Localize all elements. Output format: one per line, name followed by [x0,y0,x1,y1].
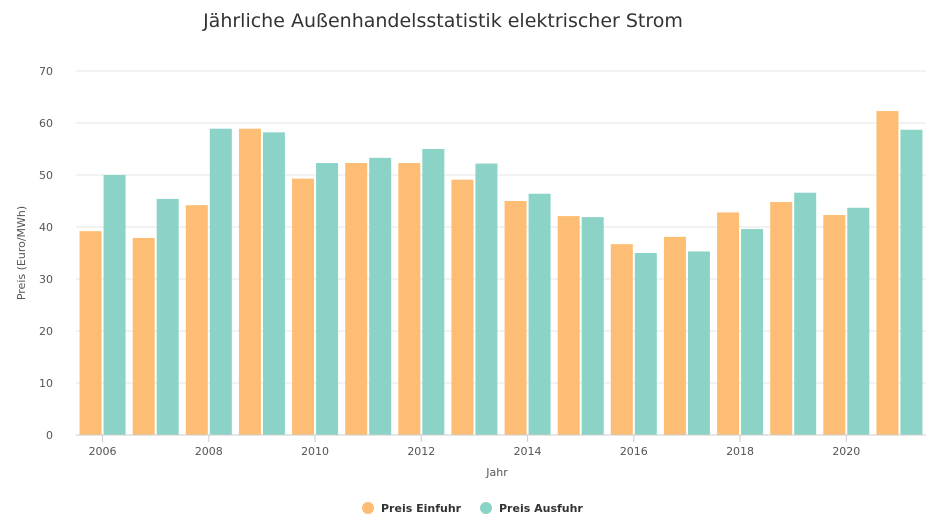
x-tick-label: 2016 [620,445,648,458]
x-axis-ticks: 2006 2008 2010 2012 2014 2016 2018 2020 [89,435,860,458]
y-tick-label: 10 [39,377,53,390]
bar-ausfuhr-2015[interactable] [581,217,604,435]
legend-label-einfuhr: Preis Einfuhr [381,502,462,515]
bar-einfuhr-2012[interactable] [398,163,421,436]
x-tick-label: 2006 [89,445,117,458]
bar-ausfuhr-2018[interactable] [741,229,764,435]
x-tick-label: 2018 [726,445,754,458]
bar-einfuhr-2008[interactable] [185,205,208,435]
y-tick-label: 70 [39,65,53,78]
bar-einfuhr-2021[interactable] [876,111,899,435]
bar-einfuhr-2009[interactable] [238,128,261,435]
bar-einfuhr-2013[interactable] [451,179,474,435]
y-axis-title: Preis (Euro/MWh) [15,206,28,300]
x-tick-label: 2020 [832,445,860,458]
x-tick-label: 2014 [514,445,542,458]
x-tick-label: 2008 [195,445,223,458]
bar-ausfuhr-2016[interactable] [634,253,657,435]
y-tick-label: 40 [39,221,53,234]
bar-ausfuhr-2013[interactable] [475,163,498,435]
bar-einfuhr-2019[interactable] [770,202,793,435]
bar-ausfuhr-2021[interactable] [900,129,923,435]
bar-einfuhr-2017[interactable] [663,236,686,435]
y-axis-ticks: 0 10 20 30 40 50 60 70 [39,65,53,442]
legend-marker-einfuhr [362,502,374,514]
bar-ausfuhr-2007[interactable] [156,198,179,435]
bar-einfuhr-2007[interactable] [132,237,155,435]
legend-item-ausfuhr[interactable]: Preis Ausfuhr [480,502,583,515]
x-axis-title: Jahr [485,466,508,479]
legend-label-ausfuhr: Preis Ausfuhr [499,502,583,515]
bar-einfuhr-2018[interactable] [717,212,740,435]
y-tick-label: 60 [39,117,53,130]
x-tick-label: 2010 [301,445,329,458]
y-tick-label: 20 [39,325,53,338]
bar-einfuhr-2020[interactable] [823,215,846,435]
bar-einfuhr-2015[interactable] [557,216,580,435]
bar-einfuhr-2010[interactable] [292,178,315,435]
bar-einfuhr-2014[interactable] [504,201,527,435]
bar-ausfuhr-2006[interactable] [103,175,126,435]
bar-einfuhr-2016[interactable] [610,244,633,435]
bars [79,111,923,436]
bar-ausfuhr-2008[interactable] [209,128,232,435]
bar-einfuhr-2006[interactable] [79,231,102,435]
legend-item-einfuhr[interactable]: Preis Einfuhr [362,502,462,515]
bar-ausfuhr-2012[interactable] [422,149,445,435]
bar-ausfuhr-2009[interactable] [262,132,285,436]
bar-ausfuhr-2010[interactable] [316,163,339,436]
y-tick-label: 30 [39,273,53,286]
chart-title: Jährliche Außenhandelsstatistik elektris… [202,10,683,32]
bar-ausfuhr-2020[interactable] [847,207,870,435]
bar-ausfuhr-2017[interactable] [687,251,710,435]
bar-einfuhr-2011[interactable] [345,163,368,436]
y-tick-label: 0 [46,429,53,442]
legend-marker-ausfuhr [480,502,492,514]
legend: Preis Einfuhr Preis Ausfuhr [362,502,583,515]
y-tick-label: 50 [39,169,53,182]
x-tick-label: 2012 [407,445,435,458]
bar-ausfuhr-2014[interactable] [528,193,551,435]
bar-ausfuhr-2011[interactable] [369,157,392,435]
bar-ausfuhr-2019[interactable] [794,192,817,435]
